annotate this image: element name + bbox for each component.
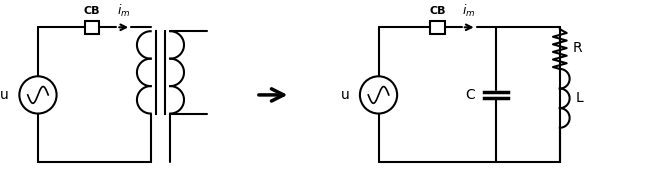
Text: u: u	[0, 88, 8, 102]
Bar	[430, 21, 445, 34]
Text: CB: CB	[84, 6, 100, 16]
Text: CB: CB	[429, 6, 445, 16]
Text: L: L	[575, 91, 583, 105]
Text: R: R	[573, 41, 582, 55]
Bar	[84, 21, 99, 34]
Text: u: u	[341, 88, 349, 102]
Text: $i_m$: $i_m$	[117, 3, 131, 19]
Text: C: C	[465, 88, 475, 102]
Text: $i_m$: $i_m$	[463, 3, 476, 19]
